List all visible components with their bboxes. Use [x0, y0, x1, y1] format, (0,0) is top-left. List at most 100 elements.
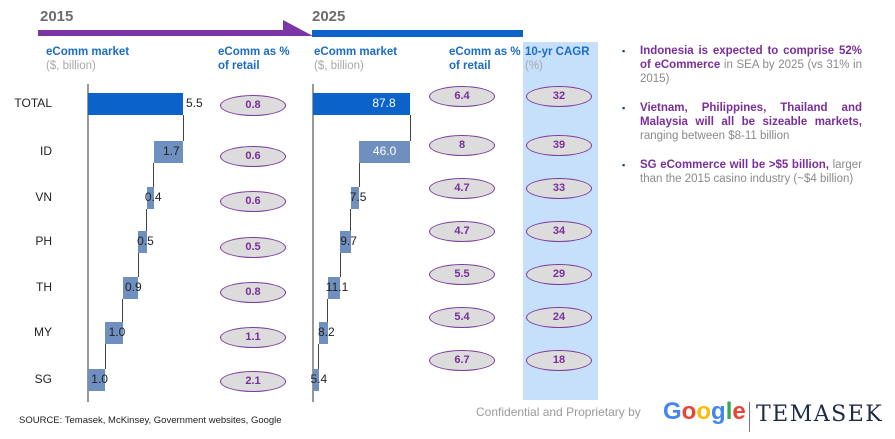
source-note: SOURCE: Temasek, McKinsey, Government we…	[19, 415, 282, 426]
header-title: eComm market	[314, 46, 398, 58]
insight-item: ▪ Vietnam, Philippines, Thailand and Mal…	[622, 101, 862, 143]
confidential-note: Confidential and Proprietary by	[476, 405, 641, 419]
google-letter: g	[711, 398, 726, 425]
market-2025-bar-th	[327, 277, 341, 299]
row-label: SG	[34, 372, 52, 386]
market-2015-value-label: 0.5	[137, 234, 154, 248]
market-2025-connector	[358, 163, 360, 187]
market-2015-bar-total	[88, 93, 183, 115]
pct-retail-2015-ellipse: 0.6	[220, 191, 286, 212]
pct-retail-2015-ellipse: 0.8	[220, 282, 286, 303]
market-2015-value-label: 0.4	[144, 190, 162, 204]
google-logo: Google	[663, 398, 746, 426]
insight-normal: larger than the 2015 casino industry (~$…	[640, 159, 862, 185]
market-2025-value-label: 7.5	[349, 190, 367, 204]
insight-normal: ranging between $8-11 billion	[640, 130, 790, 142]
timeline-bar-2025	[312, 30, 523, 37]
market-2015-connector	[122, 299, 124, 322]
cagr-ellipse: 18	[526, 350, 592, 371]
market-2025-bar-my	[318, 322, 328, 344]
row-label: VN	[35, 190, 52, 204]
pct-retail-2015-ellipse: 0.6	[220, 146, 286, 167]
market-2015-connector	[146, 209, 148, 231]
bullet-icon: ▪	[622, 103, 626, 113]
header-ecomm-pct-2015: eComm as % of retail	[218, 45, 290, 73]
year-2015-label: 2015	[40, 8, 74, 25]
market-2015-connector	[104, 344, 106, 369]
market-2025-bar-id	[359, 141, 410, 163]
row-label: TOTAL	[14, 96, 52, 110]
market-2025-connector	[327, 299, 329, 322]
insight-text: SG eCommerce will be >$5 billion, larger…	[640, 158, 862, 186]
insight-bold: Indonesia is expected to comprise 52% of…	[640, 45, 862, 71]
market-2025-value-label: 8.2	[318, 325, 335, 339]
market-2015-value-label: 1.0	[108, 325, 126, 339]
market-2015-value-label: 5.5	[186, 96, 203, 110]
cagr-ellipse: 33	[526, 178, 592, 199]
cagr-ellipse: 29	[526, 264, 592, 285]
key-insights: ▪ Indonesia is expected to comprise 52% …	[622, 44, 862, 186]
row-label: MY	[34, 325, 52, 339]
insight-bold: SG eCommerce will be >$5 billion,	[640, 159, 829, 171]
pct-retail-2015-ellipse: 1.1	[220, 327, 286, 348]
market-2015-bar-my	[105, 322, 123, 344]
insight-item: ▪ Indonesia is expected to comprise 52% …	[622, 44, 862, 86]
header-unit: ($, billion)	[46, 60, 96, 72]
pct-retail-2025-ellipse: 6.7	[429, 350, 495, 371]
row-label: PH	[35, 234, 52, 248]
market-2015-value-label: 1.7	[162, 144, 180, 158]
pct-retail-2025-ellipse: 4.7	[429, 178, 495, 199]
pct-retail-2015-ellipse: 0.8	[220, 95, 286, 116]
market-2015-value-label: 1.0	[91, 372, 108, 386]
market-2025-connector	[350, 209, 352, 231]
market-2025-axis	[312, 84, 314, 402]
market-2025-bar-vn	[350, 187, 360, 209]
pct-retail-2025-ellipse: 5.5	[429, 264, 495, 285]
logo-divider	[749, 402, 750, 432]
market-2015-bar-sg	[88, 369, 106, 391]
header-ecomm-pct-2025: eComm as % of retail	[449, 45, 521, 73]
header-ecomm-market-2015: eComm market ($, billion)	[46, 45, 129, 73]
timeline-arrow-2015	[38, 20, 313, 36]
header-ecomm-market-2025: eComm market ($, billion)	[314, 45, 397, 73]
market-2025-connector	[318, 344, 320, 369]
cagr-ellipse: 24	[526, 307, 592, 328]
market-2025-connector	[339, 253, 341, 277]
cagr-ellipse: 39	[526, 135, 592, 156]
insight-text: Vietnam, Philippines, Thailand and Malay…	[640, 101, 862, 143]
bullet-icon: ▪	[622, 160, 626, 170]
pct-retail-2025-ellipse: 5.4	[429, 307, 495, 328]
google-letter: o	[681, 398, 697, 425]
market-2015-connector	[153, 163, 155, 187]
cagr-ellipse: 32	[526, 86, 592, 107]
google-letter: e	[732, 398, 746, 425]
pct-retail-2025-ellipse: 6.4	[429, 86, 495, 107]
year-2025-label: 2025	[312, 8, 346, 25]
market-2025-connector	[409, 115, 411, 141]
header-line2: of retail	[449, 60, 491, 72]
market-2015-bar-vn	[146, 187, 154, 209]
header-unit: ($, billion)	[314, 60, 364, 72]
pct-retail-2025-ellipse: 8	[429, 135, 495, 156]
row-label: TH	[36, 280, 52, 294]
market-2025-value-label: 9.7	[340, 234, 357, 248]
temasek-logo: TEMASEK	[756, 402, 884, 427]
market-2025-bar-ph	[340, 231, 351, 253]
market-2025-bar-total	[313, 93, 410, 115]
header-cagr: 10-yr CAGR (%)	[525, 45, 590, 73]
header-unit: (%)	[525, 60, 543, 72]
market-2025-value-label: 87.8	[372, 96, 396, 110]
market-2015-value-label: 0.9	[124, 280, 142, 294]
insight-text: Indonesia is expected to comprise 52% of…	[640, 44, 862, 86]
pct-retail-2015-ellipse: 2.1	[220, 371, 286, 392]
header-line1: eComm as %	[218, 46, 290, 58]
market-2015-bar-ph	[138, 231, 147, 253]
market-2015-axis	[87, 84, 89, 402]
market-2015-connector	[137, 253, 139, 277]
row-label: ID	[40, 144, 52, 158]
market-2015-connector	[182, 115, 184, 141]
bullet-icon: ▪	[622, 46, 626, 56]
header-title: 10-yr CAGR	[525, 46, 590, 58]
pct-retail-2015-ellipse: 0.5	[220, 237, 286, 258]
